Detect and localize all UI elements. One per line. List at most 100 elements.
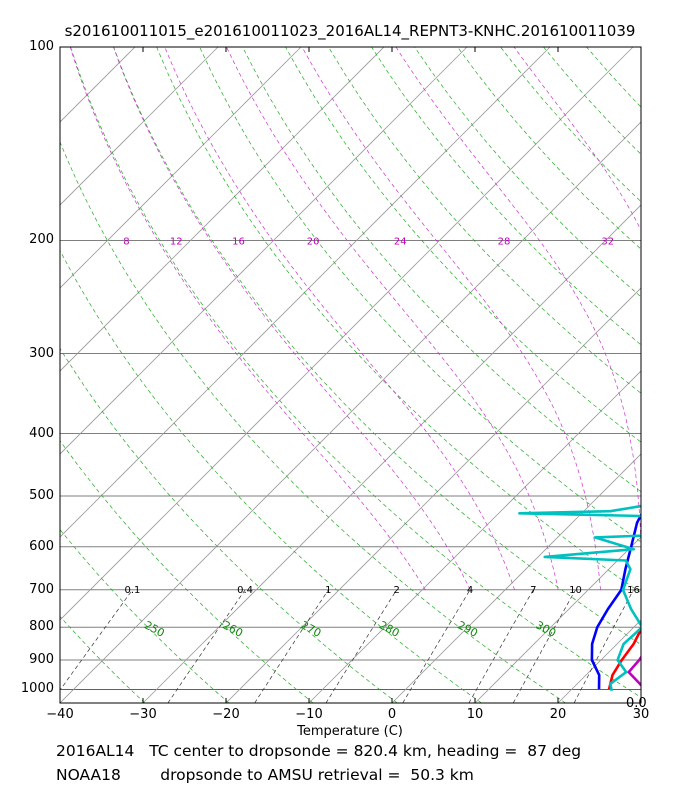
mixing-ratio-label: 16 xyxy=(627,585,640,596)
isotherm xyxy=(474,536,641,703)
dry-adiabat xyxy=(328,47,641,394)
x-tick-label: −10 xyxy=(295,707,323,722)
dry-adiabat-label: 270 xyxy=(299,619,324,640)
moist-adiabat-label: 28 xyxy=(498,236,511,247)
y-tick-label: 800 xyxy=(29,619,54,635)
series-dropsonde-temperature xyxy=(627,655,641,688)
footer-line-1: 2016AL14 TC center to dropsonde = 820.4 … xyxy=(56,742,582,760)
y-tick-label: 900 xyxy=(29,652,54,667)
moist-adiabat xyxy=(658,47,700,590)
isotherm xyxy=(60,47,136,123)
mixing-ratio-label: 2 xyxy=(393,585,399,596)
dry-adiabat-label: 280 xyxy=(377,619,402,640)
mixing-ratio-line xyxy=(468,589,534,703)
x-tick-label: −40 xyxy=(46,707,74,722)
mixing-ratio-label: 0.4 xyxy=(237,585,253,596)
dry-adiabat-label: 300 xyxy=(533,619,558,640)
dry-adiabat xyxy=(60,141,566,703)
isotherm xyxy=(60,47,468,455)
moist-adiabat xyxy=(164,47,515,591)
mixing-ratio-label: 4 xyxy=(467,585,473,596)
x-tick-label: 10 xyxy=(466,707,484,722)
mixing-ratio-line xyxy=(167,589,246,703)
dry-adiabat xyxy=(60,440,314,703)
dry-adiabat xyxy=(457,47,641,250)
y-tick-label: 100 xyxy=(29,39,54,54)
moist-adiabat xyxy=(513,47,641,231)
dry-adiabat-label: 290 xyxy=(455,619,480,640)
x-tick-label: −30 xyxy=(129,707,157,722)
y-tick-label: 300 xyxy=(29,345,54,361)
dry-adiabat-label: 260 xyxy=(220,619,245,640)
moist-adiabat xyxy=(395,47,641,558)
x-tick-label: 30 xyxy=(632,707,650,722)
dry-adiabat xyxy=(500,47,641,203)
mixing-ratio-label: 1 xyxy=(325,585,331,596)
y-tick-label: 200 xyxy=(29,232,54,248)
dry-adiabat xyxy=(414,47,641,298)
background-lines xyxy=(0,47,700,703)
moist-adiabat-label: 32 xyxy=(601,236,614,247)
chart-title: s201610011015_e201610011023_2016AL14_REP… xyxy=(64,22,636,40)
x-tick-label: −20 xyxy=(212,707,240,722)
dry-adiabat xyxy=(60,615,146,703)
moist-adiabat xyxy=(226,47,559,590)
isotherm xyxy=(60,47,302,289)
mixing-ratio-line xyxy=(60,589,133,691)
moist-adiabat-label: 8 xyxy=(123,236,129,247)
dry-adiabat xyxy=(242,47,641,493)
isotherm xyxy=(0,47,52,703)
footer-line-2: NOAA18 dropsonde to AMSU retrieval = 50.… xyxy=(56,766,474,784)
dry-adiabat xyxy=(586,47,641,108)
plot-frame xyxy=(59,46,642,704)
isotherm xyxy=(60,47,219,206)
y-tick-label: 700 xyxy=(29,581,54,597)
moist-adiabat-label: 24 xyxy=(394,236,407,247)
data-series xyxy=(518,504,641,692)
isotherm xyxy=(60,121,641,703)
series-dropsonde-dewpoint xyxy=(518,504,641,692)
isotherm xyxy=(640,702,641,703)
x-axis-label: Temperature (C) xyxy=(297,724,403,739)
dry-adiabat xyxy=(113,47,641,646)
mixing-ratio-line xyxy=(325,589,397,703)
isotherm xyxy=(308,370,641,703)
isotherm xyxy=(142,204,641,703)
tick-marks xyxy=(59,47,642,703)
moist-adiabat-label: 20 xyxy=(307,236,320,247)
series-retrieval-temperature xyxy=(607,626,641,690)
dry-adiabat xyxy=(60,701,61,703)
dry-adiabat-label: 250 xyxy=(142,619,167,640)
corner-value: 0.0 xyxy=(626,696,647,711)
dry-adiabat xyxy=(70,47,641,698)
moist-adiabat-label: 16 xyxy=(232,236,245,247)
x-tick-label: 20 xyxy=(549,707,567,722)
mixing-ratio-line xyxy=(573,589,634,703)
dry-adiabat xyxy=(371,47,641,346)
mixing-ratio-label: 7 xyxy=(530,585,536,596)
mixing-ratio-line xyxy=(254,589,329,703)
dry-adiabat xyxy=(60,249,482,703)
mixing-ratio-label: 0.1 xyxy=(124,585,140,596)
isotherm xyxy=(391,453,641,703)
y-tick-label: 400 xyxy=(29,425,54,441)
isotherm xyxy=(60,47,551,538)
y-tick-label: 600 xyxy=(29,538,54,554)
y-tick-label: 500 xyxy=(29,488,54,503)
isotherm xyxy=(60,47,385,372)
x-tick-label: 0 xyxy=(387,707,397,722)
dry-adiabat xyxy=(60,528,230,703)
mixing-ratio-line xyxy=(402,589,471,703)
y-tick-label: 1000 xyxy=(20,681,54,697)
dry-adiabat xyxy=(199,47,641,543)
dry-adiabat xyxy=(60,347,398,703)
isotherm xyxy=(60,47,634,621)
mixing-ratio-label: 10 xyxy=(569,585,582,596)
series-retrieval-dewpoint xyxy=(590,512,641,690)
moist-adiabat xyxy=(301,47,601,590)
moist-adiabat xyxy=(69,47,426,591)
moist-adiabat-label: 12 xyxy=(170,236,183,247)
dry-adiabat xyxy=(285,47,641,443)
